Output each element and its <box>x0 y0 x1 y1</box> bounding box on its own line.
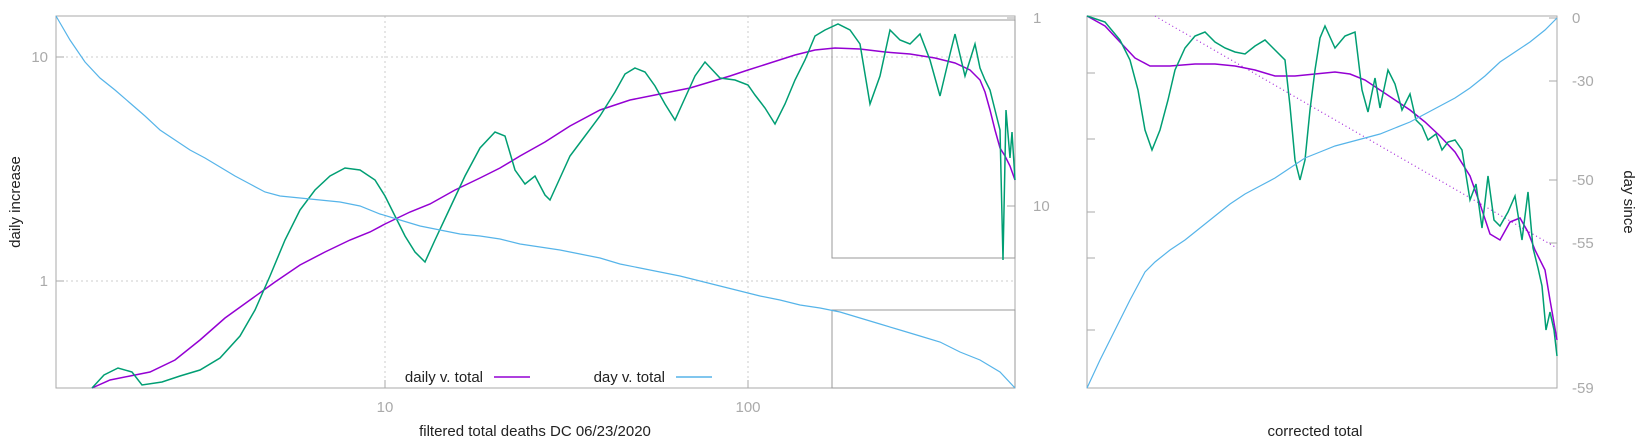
series-day-v-total-line <box>55 15 1016 389</box>
y2-right-tick-label-minus30: -30 <box>1572 73 1594 90</box>
series-green-line <box>91 23 1016 389</box>
y-tick-label-1: 1 <box>40 273 48 290</box>
y2-right-tick-label-minus50: -50 <box>1572 172 1594 189</box>
inset-box-lower <box>831 309 1016 389</box>
left-axis-ticks <box>56 17 1015 388</box>
y-tick-label-10: 10 <box>31 49 48 66</box>
y2-tick-label-10: 10 <box>1033 198 1050 215</box>
right-y2-axis-label: day since <box>1620 170 1637 233</box>
legend-label-day-v-total: day v. total <box>594 369 665 386</box>
y2-right-tick-label-0: 0 <box>1572 10 1580 27</box>
y2-right-tick-label-minus59: -59 <box>1572 380 1594 397</box>
y2-right-tick-label-minus55: -55 <box>1572 235 1594 252</box>
inset-box-upper <box>831 19 1016 259</box>
right-x-axis-label: corrected total <box>1267 423 1362 440</box>
x-tick-label-100: 100 <box>735 399 760 416</box>
right-dotted-trend-line <box>1154 15 1558 249</box>
y2-tick-label-1: 1 <box>1033 10 1041 27</box>
left-plot-frame <box>55 15 1016 389</box>
left-gridlines <box>56 16 1015 388</box>
right-series-blue-line <box>1086 17 1558 389</box>
right-axis-ticks <box>1087 17 1557 389</box>
x-tick-label-10: 10 <box>377 399 394 416</box>
right-plot-frame <box>1086 15 1558 389</box>
left-x-axis-label: filtered total deaths DC 06/23/2020 <box>419 423 651 440</box>
left-y-axis-label: daily increase <box>7 156 24 248</box>
legend-label-daily-v-total: daily v. total <box>405 369 483 386</box>
right-series-green-line <box>1086 15 1558 357</box>
series-daily-v-total-line <box>91 47 1016 389</box>
right-series-purple-line <box>1086 15 1558 341</box>
